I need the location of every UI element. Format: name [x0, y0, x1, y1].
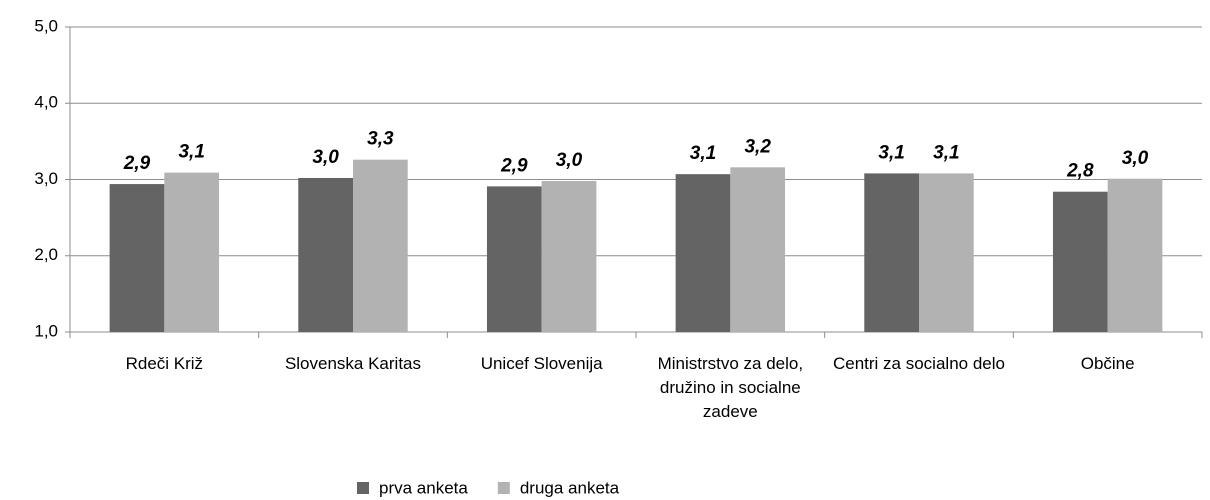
data-label: 3,0	[556, 150, 583, 171]
data-label: 2,9	[500, 155, 528, 176]
bar	[109, 184, 165, 332]
legend-label: druga anketa	[520, 478, 620, 497]
data-label: 3,0	[1122, 148, 1149, 169]
legend-label: prva anketa	[379, 478, 468, 497]
data-label: 3,3	[367, 129, 394, 150]
data-label: 3,1	[933, 142, 959, 163]
x-tick-label: Unicef Slovenija	[480, 354, 603, 373]
data-label: 3,1	[178, 142, 204, 163]
bar	[298, 177, 353, 332]
data-label: 2,8	[1066, 161, 1094, 182]
bar	[919, 173, 974, 332]
bar	[675, 174, 731, 332]
data-label: 3,1	[878, 142, 904, 163]
bar	[1052, 191, 1108, 332]
bar	[164, 172, 220, 332]
y-tick-label: 1,0	[34, 321, 58, 340]
y-tick-label: 5,0	[34, 16, 58, 35]
bar	[541, 181, 597, 332]
bar	[730, 167, 786, 332]
y-tick-label: 2,0	[34, 245, 58, 264]
x-tick-label: Rdeči Križ	[125, 354, 204, 373]
data-label: 3,2	[744, 136, 771, 157]
bar	[353, 159, 408, 332]
x-tick-label: Občine	[1080, 354, 1135, 373]
x-tick-label: Ministrstvo za delo, družino in socialne…	[657, 354, 804, 421]
data-label: 3,0	[312, 147, 339, 168]
legend-swatch	[497, 482, 510, 494]
x-tick-label: Slovenska Karitas	[284, 354, 422, 373]
y-tick-label: 3,0	[34, 169, 58, 188]
bar	[864, 173, 919, 332]
x-tick-label: Centri za socialno delo	[832, 354, 1005, 373]
bar	[1107, 178, 1163, 332]
data-label: 2,9	[123, 153, 151, 174]
y-tick-label: 4,0	[34, 93, 58, 112]
bar	[486, 186, 542, 332]
data-label: 3,1	[690, 143, 716, 164]
legend-swatch	[357, 482, 369, 494]
